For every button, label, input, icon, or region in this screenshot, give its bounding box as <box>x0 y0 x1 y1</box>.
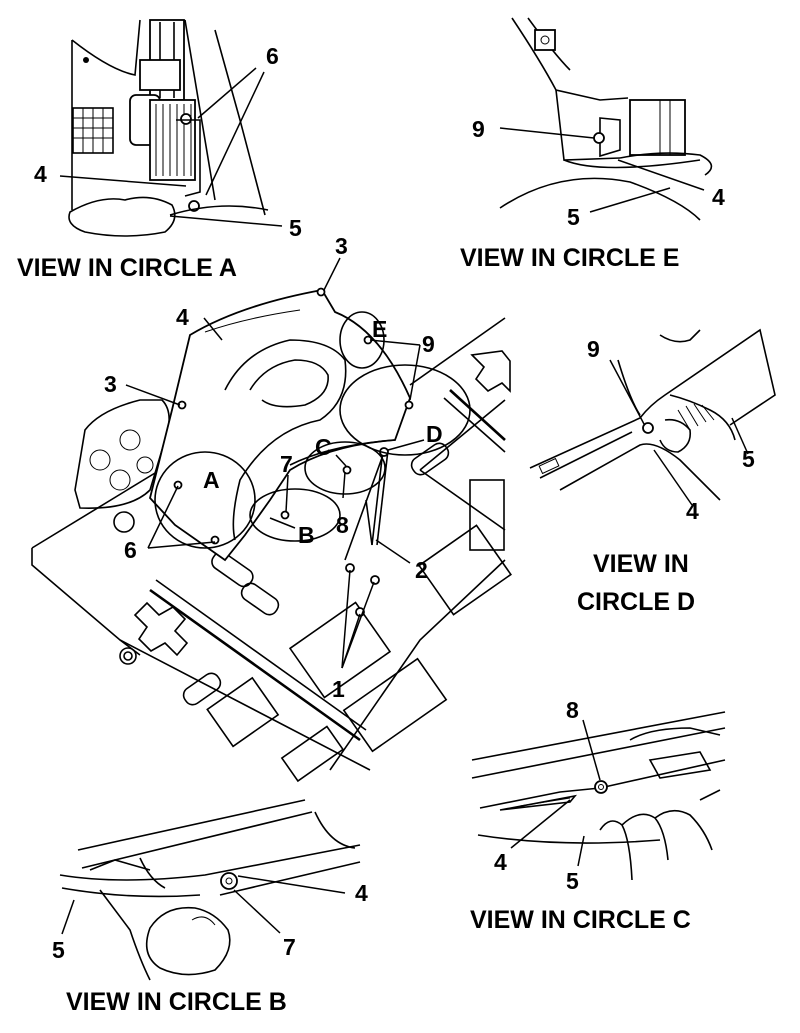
view-c-callout-5: 5 <box>566 868 579 894</box>
view-d-illustration <box>529 328 776 501</box>
view-d-callout-4: 4 <box>686 498 699 524</box>
main-callout-3-top: 3 <box>335 233 348 259</box>
main-callout-3-left: 3 <box>104 371 117 397</box>
view-b-caption: VIEW IN CIRCLE B <box>66 988 287 1016</box>
view-c-illustration <box>471 711 726 881</box>
view-a-callout-5: 5 <box>289 215 302 241</box>
view-a-leaders <box>59 67 283 227</box>
main-callout-9: 9 <box>422 331 435 357</box>
main-assembly-illustration <box>31 287 512 783</box>
view-a-callout-4: 4 <box>34 161 47 187</box>
main-callout-a: A <box>203 467 220 493</box>
view-d-callout-9: 9 <box>587 336 600 362</box>
main-callout-d: D <box>426 421 443 447</box>
main-callout-8: 8 <box>336 512 349 538</box>
view-e-callout-5: 5 <box>567 204 580 230</box>
view-a-illustration <box>68 19 269 237</box>
view-d-leaders <box>609 359 749 506</box>
view-c-caption: VIEW IN CIRCLE C <box>470 906 691 934</box>
main-callout-7: 7 <box>280 451 293 477</box>
view-b-callout-4: 4 <box>355 880 368 906</box>
main-leaders <box>125 257 425 669</box>
view-b-leaders <box>61 875 346 935</box>
main-callout-2: 2 <box>415 557 428 583</box>
view-e-callout-9: 9 <box>472 116 485 142</box>
view-b-illustration <box>59 799 361 981</box>
view-c-leaders <box>510 719 601 867</box>
view-d-caption-line2: CIRCLE D <box>577 588 695 616</box>
view-b-callout-7: 7 <box>283 934 296 960</box>
main-callout-4: 4 <box>176 304 189 330</box>
view-c-callout-8: 8 <box>566 697 579 723</box>
view-b-callout-5: 5 <box>52 937 65 963</box>
main-callout-e: E <box>372 316 387 342</box>
view-d-caption-line1: VIEW IN <box>593 550 689 578</box>
main-callout-1: 1 <box>332 676 345 702</box>
view-c-callout-4: 4 <box>494 849 507 875</box>
main-callout-6: 6 <box>124 537 137 563</box>
view-e-caption: VIEW IN CIRCLE E <box>460 244 679 272</box>
view-e-illustration <box>499 17 713 221</box>
main-callout-c: C <box>315 434 332 460</box>
view-a-caption: VIEW IN CIRCLE A <box>17 254 237 282</box>
view-a-callout-6: 6 <box>266 43 279 69</box>
view-e-callout-4: 4 <box>712 184 725 210</box>
main-callout-b: B <box>298 522 315 548</box>
view-e-leaders <box>499 127 705 213</box>
view-d-callout-5: 5 <box>742 446 755 472</box>
